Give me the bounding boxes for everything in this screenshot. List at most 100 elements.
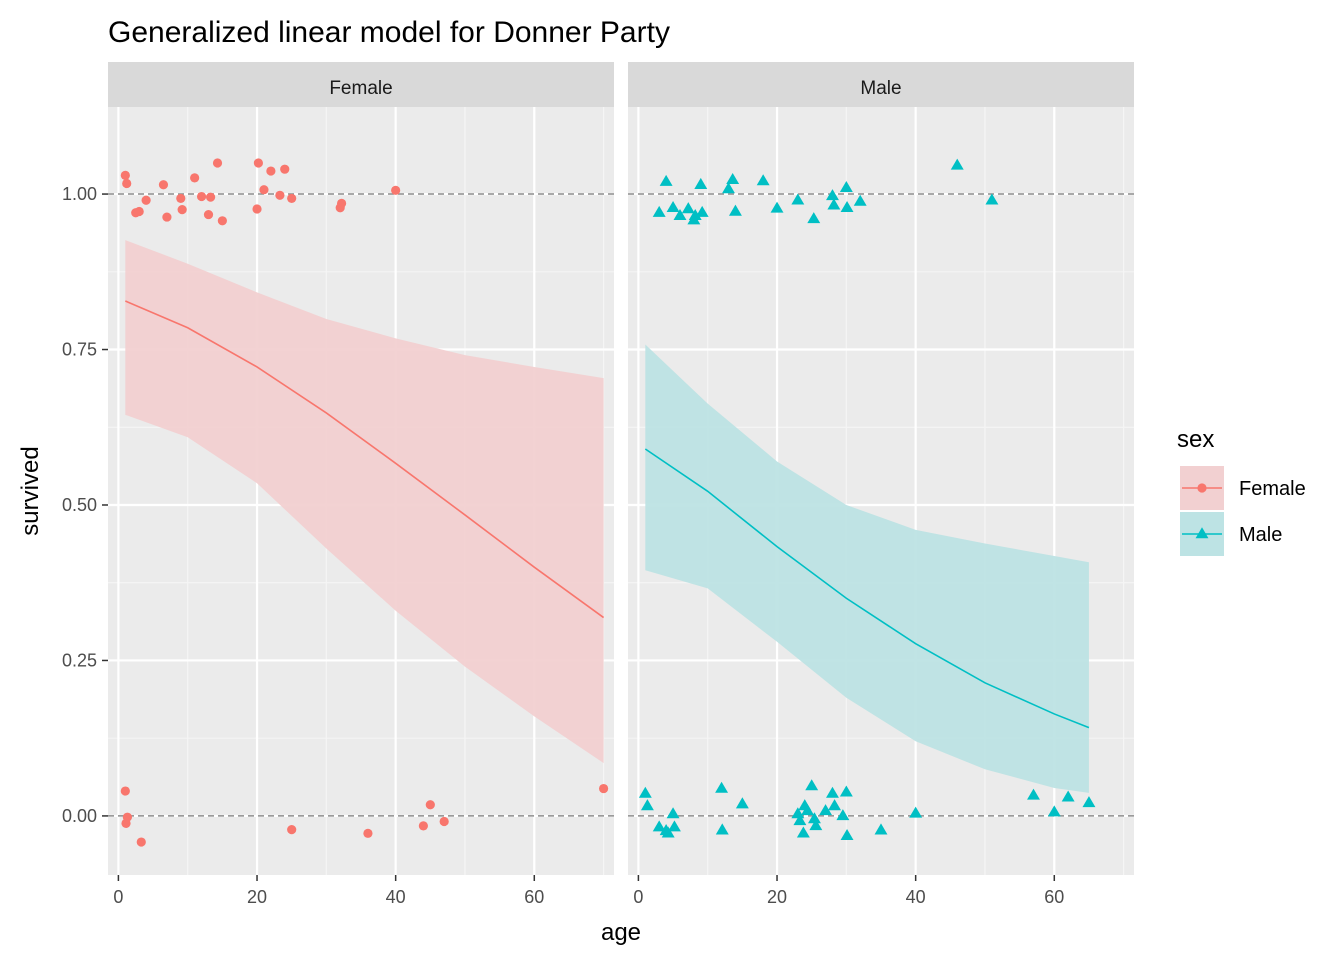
x-tick-label: 60 xyxy=(1044,887,1064,907)
legend: sex Female Male xyxy=(1177,426,1306,556)
data-point xyxy=(726,172,740,184)
data-point xyxy=(177,205,187,215)
x-tick-label: 60 xyxy=(524,887,544,907)
data-point xyxy=(722,182,735,194)
data-point xyxy=(681,202,695,214)
data-point xyxy=(827,198,841,210)
y-tick-label: 0.75 xyxy=(62,340,97,360)
data-point xyxy=(121,818,131,828)
data-point xyxy=(985,193,999,205)
legend-key-triangle-icon xyxy=(1195,527,1209,539)
data-point xyxy=(158,180,169,190)
data-point xyxy=(874,823,888,835)
data-point xyxy=(134,206,144,217)
data-point xyxy=(363,828,373,838)
data-point xyxy=(819,804,833,816)
data-point xyxy=(652,205,666,217)
data-point xyxy=(162,212,172,222)
data-point xyxy=(638,786,652,798)
data-point xyxy=(439,816,449,827)
x-tick-label: 20 xyxy=(767,887,787,907)
data-point xyxy=(418,821,428,831)
data-point xyxy=(840,200,854,212)
data-point xyxy=(770,201,784,213)
data-point xyxy=(203,209,214,220)
legend-entry-male: Male xyxy=(1180,512,1282,556)
data-point xyxy=(1027,788,1040,800)
facet-strip xyxy=(628,62,1134,107)
x-tick-label: 20 xyxy=(247,887,267,907)
data-point xyxy=(280,164,290,174)
data-point xyxy=(176,193,186,204)
chart-title: Generalized linear model for Donner Part… xyxy=(108,16,670,49)
panel-male: Male 0 20 40 60 xyxy=(628,62,1134,907)
data-point xyxy=(853,194,867,206)
x-tick-label: 40 xyxy=(386,887,406,907)
data-point xyxy=(136,837,146,847)
data-point xyxy=(666,200,680,212)
confidence-band xyxy=(645,344,1089,793)
data-point xyxy=(253,158,264,168)
data-point xyxy=(839,785,853,797)
data-point xyxy=(809,819,823,831)
data-point xyxy=(805,779,819,791)
data-point xyxy=(212,158,223,168)
data-point xyxy=(667,820,681,832)
data-point xyxy=(122,178,132,189)
data-point xyxy=(796,826,810,838)
data-point xyxy=(666,807,680,819)
data-point xyxy=(950,158,964,170)
facet-strip xyxy=(108,62,614,107)
data-point xyxy=(205,192,216,202)
fit-line xyxy=(644,448,1090,729)
data-point xyxy=(640,799,654,811)
data-point xyxy=(120,170,130,181)
data-point xyxy=(793,814,807,826)
y-axis-title: survived xyxy=(17,446,44,535)
data-point xyxy=(694,177,708,189)
data-point xyxy=(336,198,347,208)
data-point xyxy=(652,820,666,832)
data-point xyxy=(826,189,839,201)
data-point xyxy=(1082,796,1096,808)
legend-label: Female xyxy=(1239,478,1306,500)
data-point xyxy=(141,195,151,205)
data-point xyxy=(661,826,675,838)
legend-entry-female: Female xyxy=(1180,466,1306,510)
data-point xyxy=(791,193,805,205)
data-point xyxy=(599,783,609,794)
data-point xyxy=(828,799,842,811)
legend-title: sex xyxy=(1177,426,1214,453)
data-point xyxy=(217,216,227,226)
data-point xyxy=(836,809,850,821)
y-tick-label: 0.00 xyxy=(62,806,97,826)
data-point xyxy=(909,806,923,818)
data-point xyxy=(275,190,285,200)
data-point xyxy=(287,825,297,835)
data-point xyxy=(715,823,729,835)
x-tick-label: 40 xyxy=(906,887,926,907)
data-point xyxy=(728,204,742,216)
legend-key-circle-icon xyxy=(1197,483,1207,493)
data-point xyxy=(807,812,821,824)
y-tick-label: 0.25 xyxy=(62,650,97,670)
data-point xyxy=(840,829,854,841)
data-point xyxy=(391,185,401,195)
data-point xyxy=(673,209,687,221)
data-point xyxy=(695,205,709,217)
data-point xyxy=(735,797,749,809)
data-point xyxy=(252,204,262,214)
data-point xyxy=(659,174,673,186)
data-point xyxy=(807,212,821,224)
data-point xyxy=(715,781,729,793)
data-point xyxy=(791,807,805,819)
y-tick-label: 1.00 xyxy=(62,184,97,204)
data-point xyxy=(196,191,207,202)
x-tick-label: 0 xyxy=(633,887,643,907)
facet-strip-label: Male xyxy=(860,78,901,99)
data-point xyxy=(839,181,853,193)
data-point xyxy=(756,174,770,186)
data-point xyxy=(801,804,814,816)
y-tick-label: 0.50 xyxy=(62,495,97,515)
fit-line xyxy=(125,300,605,619)
